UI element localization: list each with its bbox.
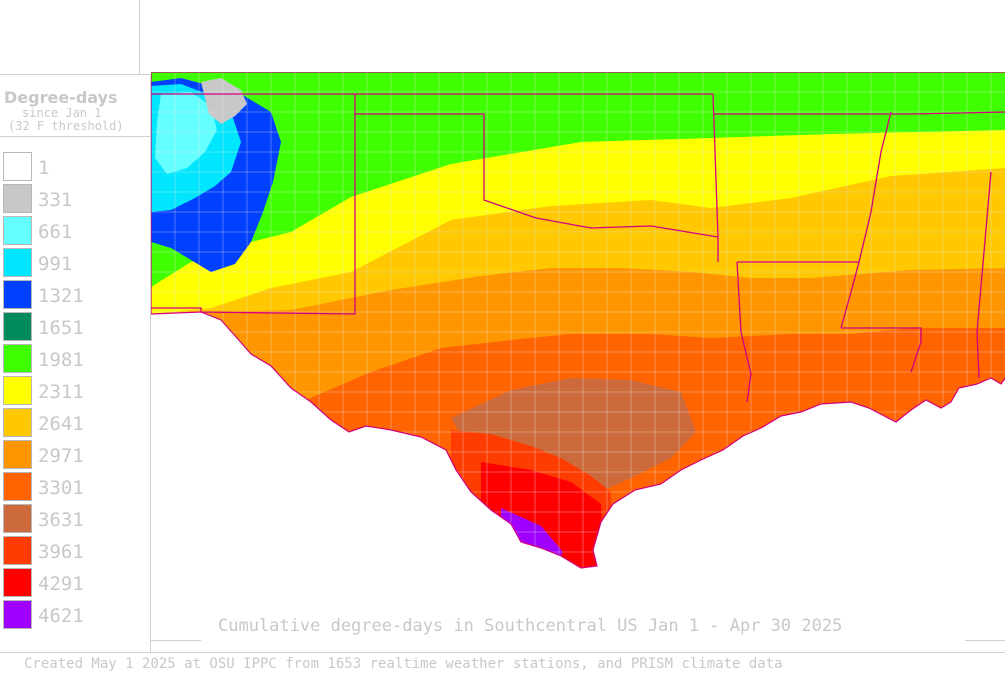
legend-swatch — [3, 568, 32, 597]
state-borders — [151, 93, 1005, 403]
band-661 — [155, 92, 217, 174]
band-331 — [201, 78, 247, 124]
legend-swatch — [3, 600, 32, 629]
legend-swatch — [3, 344, 32, 373]
legend-label: 1651 — [38, 317, 84, 339]
legend-subtitle-2: (32 F threshold) — [8, 119, 124, 133]
legend-item: 2971 — [3, 440, 148, 470]
legend: Degree-days since Jan 1 (32 F threshold)… — [0, 74, 150, 652]
legend-label: 4621 — [38, 605, 84, 627]
legend-swatch — [3, 408, 32, 437]
nm-border — [151, 93, 356, 315]
map-title: Cumulative degree-days in Southcentral U… — [218, 616, 843, 636]
ar-la-border — [737, 261, 860, 329]
la-tx-border — [736, 261, 752, 403]
legend-label: 2641 — [38, 413, 84, 435]
legend-swatch — [3, 376, 32, 405]
legend-label: 1321 — [38, 285, 84, 307]
legend-label: 991 — [38, 253, 73, 275]
legend-item: 991 — [3, 248, 148, 278]
legend-label: 3631 — [38, 509, 84, 531]
frame-legend-top — [0, 74, 150, 75]
legend-subtitle-1: since Jan 1 — [22, 106, 102, 120]
legend-divider — [0, 136, 150, 137]
legend-item: 661 — [3, 216, 148, 246]
legend-swatch — [3, 184, 32, 213]
legend-swatch — [3, 152, 32, 181]
frame-title-line-left — [151, 640, 201, 641]
legend-swatch — [3, 312, 32, 341]
legend-swatch — [3, 536, 32, 565]
legend-label: 4291 — [38, 573, 84, 595]
legend-item: 4621 — [3, 600, 148, 630]
frame-legend-right — [150, 74, 151, 653]
legend-swatch — [3, 248, 32, 277]
ms-al-border — [976, 171, 992, 379]
legend-item: 3301 — [3, 472, 148, 502]
legend-item: 1981 — [3, 344, 148, 374]
legend-item: 1321 — [3, 280, 148, 310]
degree-day-map — [151, 72, 1005, 569]
ok-ar-border — [712, 93, 719, 238]
coastline — [151, 72, 1005, 569]
legend-swatch — [3, 504, 32, 533]
legend-swatch — [3, 280, 32, 309]
legend-item: 2641 — [3, 408, 148, 438]
legend-item: 1651 — [3, 312, 148, 342]
tn-border — [713, 111, 1005, 115]
legend-item: 3961 — [3, 536, 148, 566]
legend-item: 2311 — [3, 376, 148, 406]
legend-item: 331 — [3, 184, 148, 214]
legend-swatch — [3, 472, 32, 501]
legend-item: 4291 — [3, 568, 148, 598]
ar-ms-border — [858, 111, 892, 263]
legend-label: 2971 — [38, 445, 84, 467]
ms-la-border — [841, 327, 922, 373]
legend-label: 1 — [38, 157, 50, 179]
credit-line: Created May 1 2025 at OSU IPPC from 1653… — [24, 656, 783, 672]
legend-label: 2311 — [38, 381, 84, 403]
legend-label: 3961 — [38, 541, 84, 563]
legend-label: 661 — [38, 221, 73, 243]
legend-label: 3301 — [38, 477, 84, 499]
legend-label: 331 — [38, 189, 73, 211]
frame-title-line-right — [965, 640, 1005, 641]
ok-tx-border — [355, 113, 719, 262]
frame-top-divider — [139, 0, 140, 74]
legend-item: 3631 — [3, 504, 148, 534]
legend-label: 1981 — [38, 349, 84, 371]
legend-swatch — [3, 440, 32, 469]
legend-swatch — [3, 216, 32, 245]
legend-title: Degree-days — [4, 88, 118, 107]
legend-item: 1 — [3, 152, 148, 182]
frame-bottom — [0, 652, 1005, 653]
